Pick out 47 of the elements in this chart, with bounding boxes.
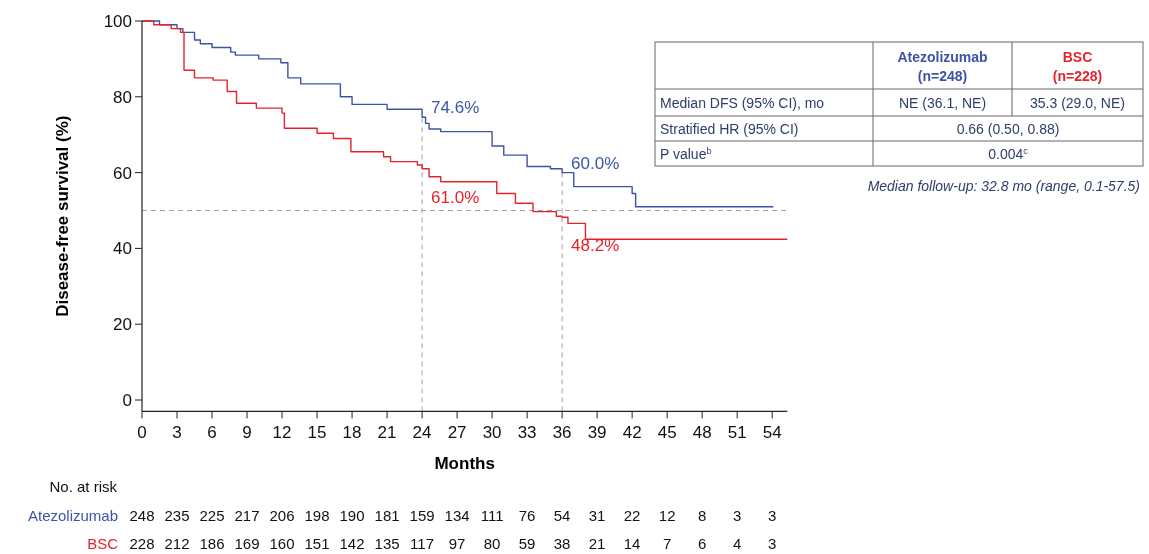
text: BSC — [87, 535, 118, 552]
annotation: Stratified HR (95% CI) — [660, 121, 799, 137]
y-tick-label: 60 — [113, 163, 132, 183]
text: 248 235 225 217 206 198 190 181 159 134 111 76 54 31 22 12 8 3 3 — [129, 507, 777, 524]
x-tick-label: 45 — [657, 423, 677, 443]
text: Atezolizumab — [897, 49, 988, 65]
x-tick-label: 51 — [727, 423, 747, 443]
y-tick-label: 20 — [113, 315, 132, 335]
text: (n=248) — [917, 68, 968, 84]
annotation: 74.6% — [431, 98, 480, 118]
x-tick-label: 27 — [447, 423, 467, 443]
x-tick-label: 48 — [692, 423, 712, 443]
x-axis-title: Months — [434, 454, 495, 474]
y-tick-label: 0 — [122, 391, 132, 410]
annotation: Median DFS (95% CI), mo — [660, 95, 825, 111]
x-tick-label: 15 — [307, 423, 327, 443]
y-tick-label: 100 — [103, 12, 132, 31]
text: 35.3 (29.0, NE) — [1030, 95, 1125, 111]
x-tick-label: 12 — [272, 423, 292, 443]
x-tick-label: 6 — [207, 423, 217, 443]
text: 0.004$^{c}$ — [988, 146, 1029, 162]
x-tick-label: 9 — [242, 423, 252, 443]
text: Atezolizumab — [27, 507, 118, 524]
x-tick-label: 21 — [377, 423, 397, 443]
x-tick-label: 30 — [482, 423, 502, 443]
x-tick-label: 3 — [172, 423, 182, 443]
x-tick-label: 18 — [342, 423, 362, 443]
text: No. at risk — [49, 478, 118, 495]
text: 0.66 (0.50, 0.88) — [956, 121, 1060, 137]
text: Median follow-up: 32.8 mo (range, 0.1-57.5) — [867, 178, 1140, 194]
annotation: P value$^{b}$ — [660, 146, 712, 162]
x-tick-label: 0 — [137, 423, 147, 443]
text: 228 212 186 169 160 151 142 135 117 97 80 59 38 21 14 7 6 4 3 — [129, 535, 777, 552]
text: BSC — [1062, 49, 1093, 65]
x-tick-label: 33 — [517, 423, 537, 443]
x-tick-label: 24 — [412, 423, 432, 443]
text: (n=228) — [1052, 68, 1103, 84]
text: NE (36.1, NE) — [898, 95, 987, 111]
x-tick-label: 39 — [587, 423, 607, 443]
annotation: 61.0% — [431, 187, 480, 207]
x-tick-label: 42 — [622, 423, 642, 443]
x-tick-label: 36 — [552, 423, 572, 443]
x-tick-label: 54 — [762, 423, 782, 443]
y-axis-title: Disease-free survival (%) — [53, 115, 72, 317]
y-tick-label: 40 — [113, 239, 132, 259]
annotation: 60.0% — [571, 153, 620, 173]
y-tick-label: 80 — [113, 87, 132, 107]
